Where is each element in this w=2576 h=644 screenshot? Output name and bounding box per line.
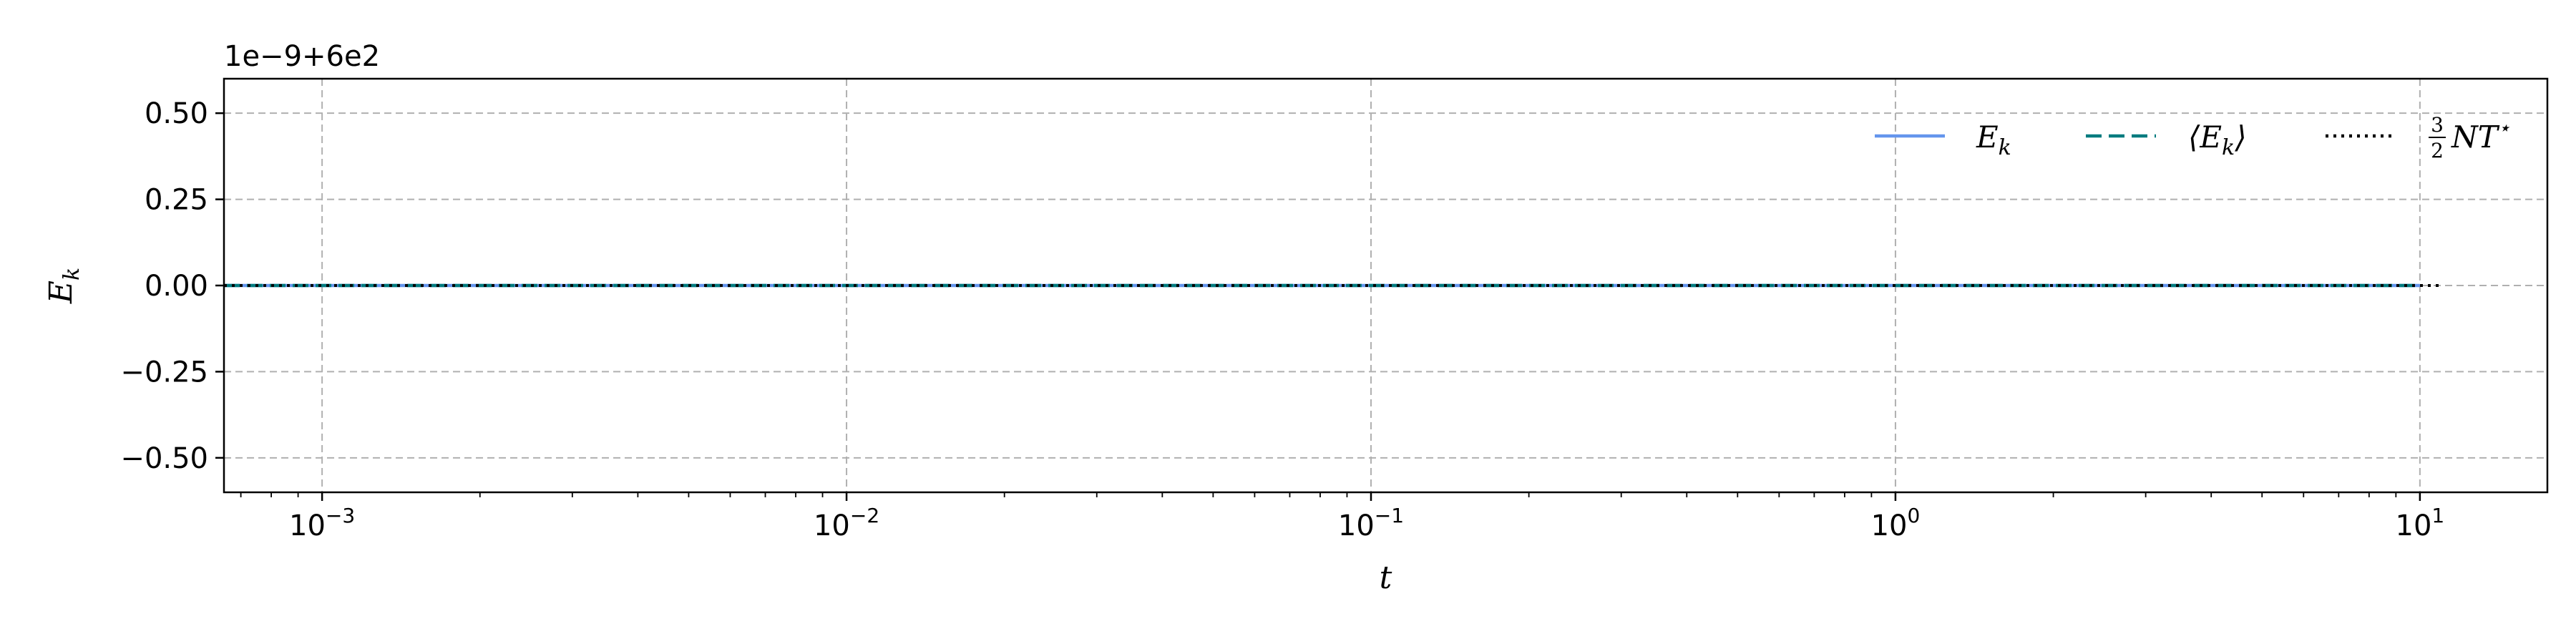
x-tick-label: 10−1 <box>1338 504 1404 542</box>
legend-entry-1: Ek <box>1875 119 2011 160</box>
legend-entry-3: 32 NT⋆ <box>2326 113 2510 162</box>
legend-label: NT⋆ <box>2451 116 2510 155</box>
legend-entry-2: ⟨Ek⟩ <box>2086 119 2247 160</box>
y-tick-label: 0.25 <box>145 184 208 217</box>
legend-label: Ek <box>1976 119 2011 160</box>
legend-fraction-num: 3 <box>2431 113 2444 137</box>
x-axis-label: t <box>1380 560 1392 596</box>
legend-fraction-den: 2 <box>2431 139 2444 162</box>
y-axis: 0.50 0.25 0.00 −0.25 −0.50 <box>120 97 224 475</box>
x-tick-label: 10−3 <box>289 504 355 542</box>
x-tick-label: 101 <box>2396 504 2445 542</box>
y-tick-label: −0.25 <box>120 356 208 389</box>
legend-label: ⟨Ek⟩ <box>2188 119 2247 160</box>
x-tick-label: 10−2 <box>814 504 879 542</box>
y-tick-label: 0.00 <box>145 270 208 303</box>
x-tick-label: 100 <box>1871 504 1921 542</box>
legend: Ek ⟨Ek⟩ 32 NT⋆ <box>1875 113 2510 162</box>
y-offset-label: 1e−9+6e2 <box>224 40 380 73</box>
y-tick-label: −0.50 <box>120 442 208 475</box>
y-tick-label: 0.50 <box>145 97 208 130</box>
x-axis: 10−3 10−2 10−1 100 101 <box>289 492 2444 542</box>
y-axis-label: Ek <box>43 268 84 304</box>
